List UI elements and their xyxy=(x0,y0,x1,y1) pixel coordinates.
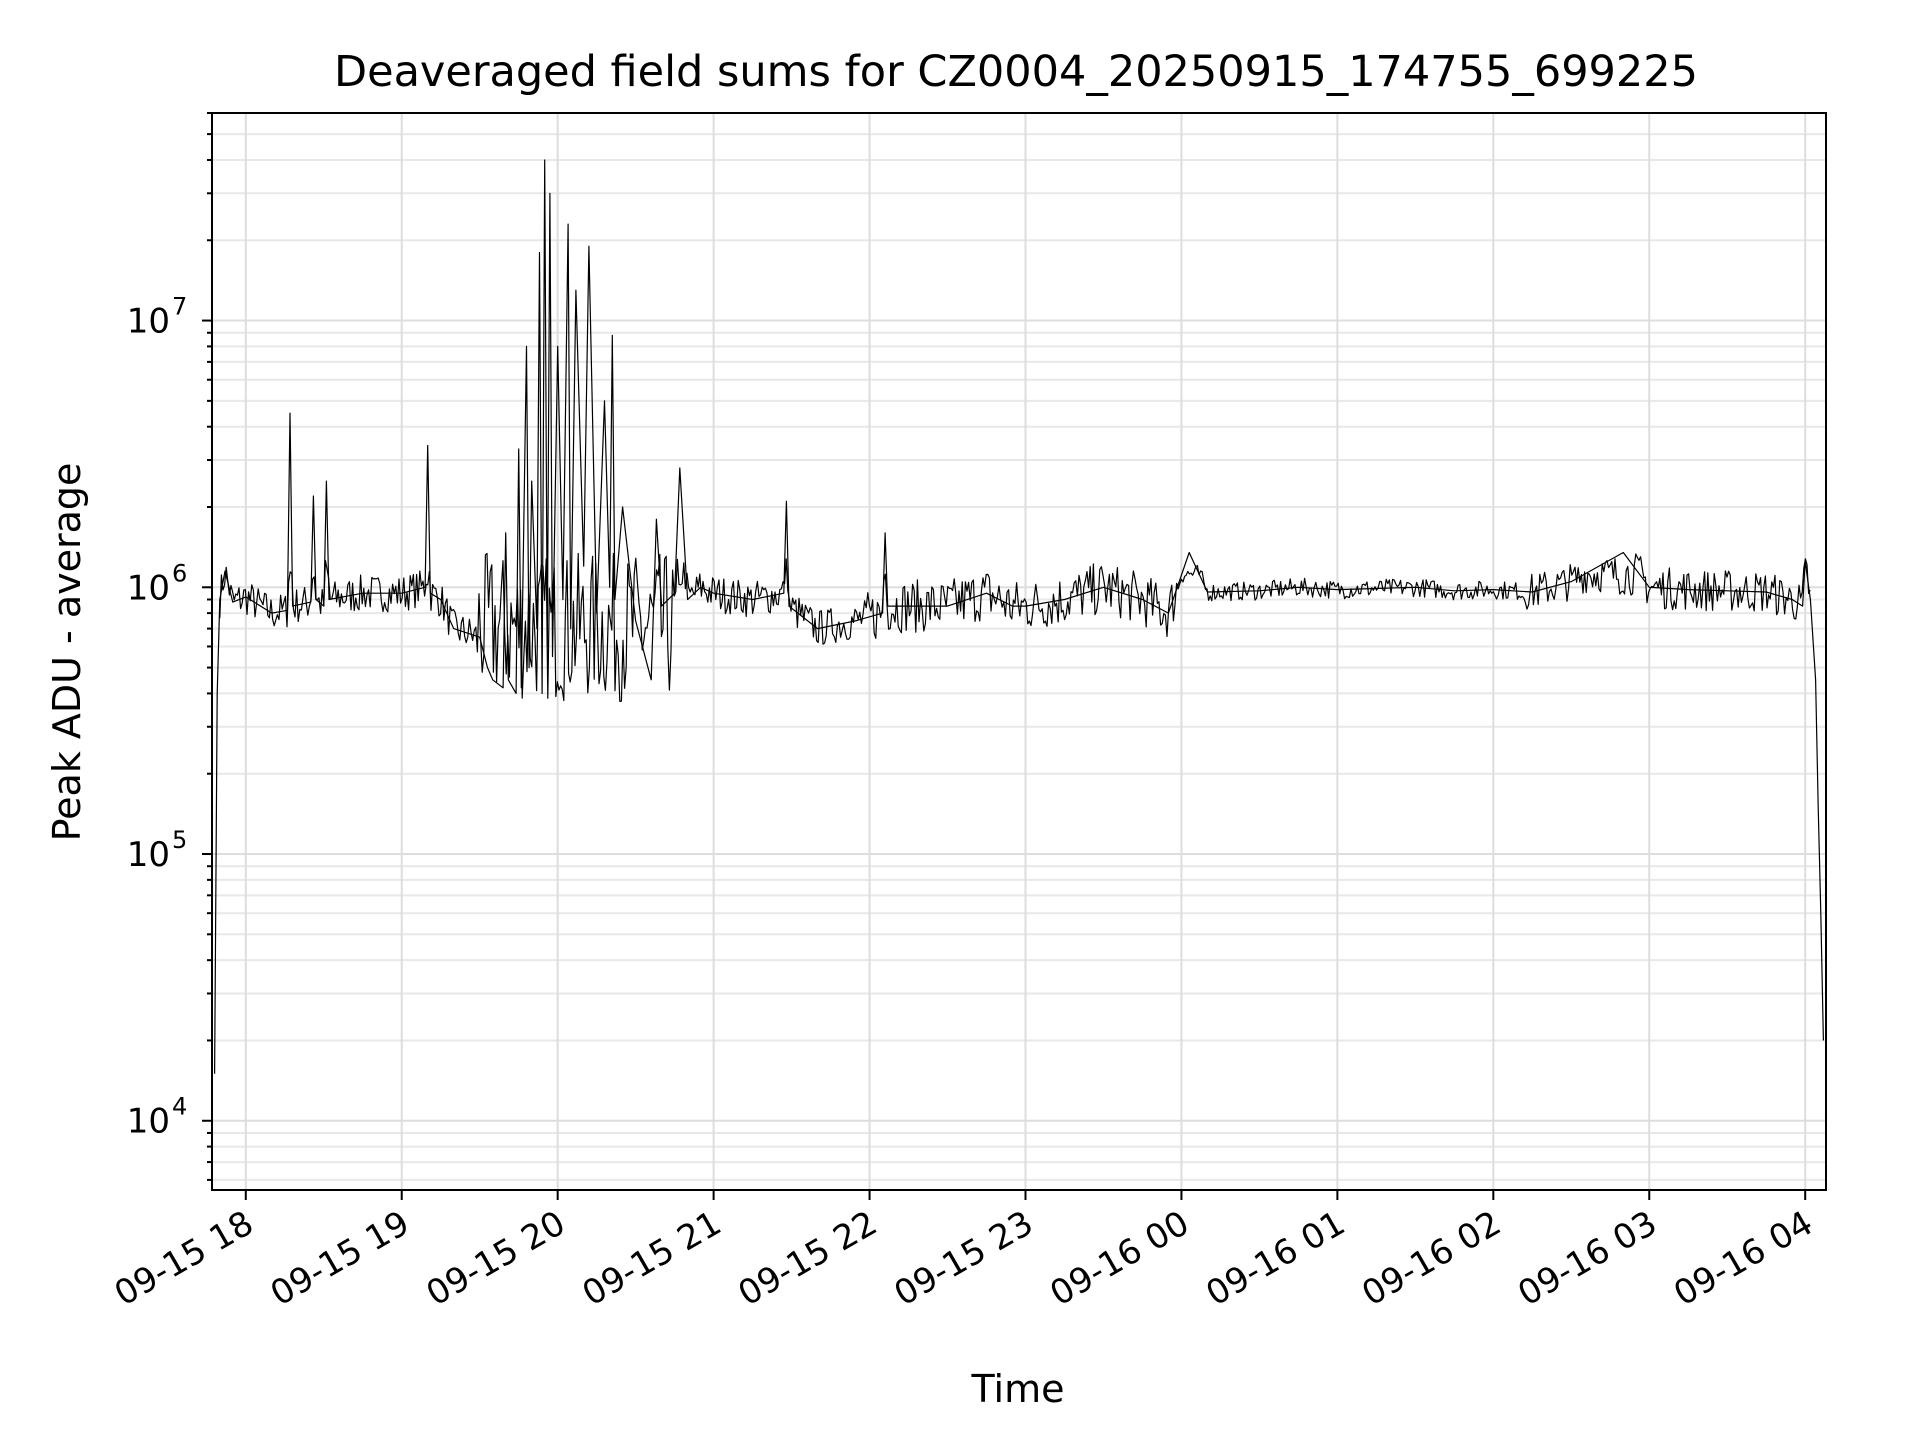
y-tick-label: 10 xyxy=(127,568,170,608)
x-tick-label: 09-15 20 xyxy=(420,1203,572,1314)
x-tick-label: 09-16 04 xyxy=(1667,1203,1819,1314)
y-tick-label-exponent: 6 xyxy=(172,559,187,587)
x-tick-label: 09-15 18 xyxy=(108,1203,260,1314)
x-tick-label: 09-15 19 xyxy=(264,1203,416,1314)
y-tick-label-exponent: 4 xyxy=(172,1093,187,1121)
x-tick-label: 09-16 01 xyxy=(1199,1203,1351,1314)
chart-title: Deaveraged field sums for CZ0004_2025091… xyxy=(334,47,1698,97)
plot-frame xyxy=(211,112,1827,1191)
x-tick-label: 09-16 03 xyxy=(1511,1203,1663,1314)
x-axis-label: Time xyxy=(971,1367,1065,1411)
grid xyxy=(212,112,1826,1190)
y-tick-label: 10 xyxy=(127,302,170,342)
x-tick-label: 09-15 22 xyxy=(732,1203,884,1314)
y-tick-label: 10 xyxy=(127,1102,170,1142)
series-line xyxy=(214,159,1824,1074)
x-tick-label: 09-15 21 xyxy=(576,1203,728,1314)
y-axis-label: Peak ADU - average xyxy=(45,463,89,842)
x-tick-label: 09-15 23 xyxy=(888,1203,1040,1314)
series-line-noise xyxy=(219,552,1811,703)
y-tick-label-exponent: 7 xyxy=(172,293,187,321)
y-tick-label: 10 xyxy=(127,835,170,875)
x-tick-label: 09-16 00 xyxy=(1044,1203,1196,1314)
y-tick-label-exponent: 5 xyxy=(172,826,187,854)
x-tick-label: 09-16 02 xyxy=(1355,1203,1507,1314)
x-axis: 09-15 18 09-15 19 09-15 20 09-15 21 09-15 22… xyxy=(108,1190,1820,1314)
